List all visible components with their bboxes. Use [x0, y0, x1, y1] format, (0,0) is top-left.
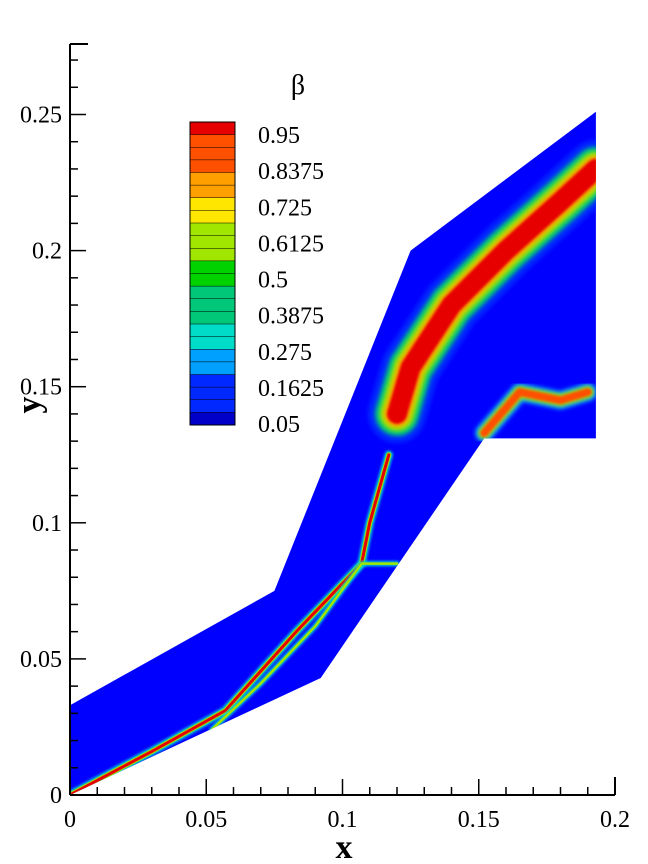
y-tick-label: 0.05 [20, 647, 62, 673]
x-tick-label: 0 [64, 807, 76, 833]
colorbar-band [190, 298, 235, 312]
colorbar-band [190, 248, 235, 262]
colorbar-bands [189, 121, 236, 426]
colorbar-label: 0.275 [258, 340, 312, 366]
colorbar-label: 0.3875 [258, 304, 324, 330]
y-tick-label: 0.25 [20, 103, 62, 129]
colorbar-band [190, 361, 235, 375]
colorbar-label: 0.5 [258, 268, 288, 294]
jet-core-lower-layer-2 [70, 453, 391, 796]
colorbar-band [190, 311, 235, 325]
colorbar-legend: β 0.95 0.8375 0.725 0.6125 0.5 0.3875 0.275 0.1… [189, 70, 324, 438]
colorbar-frame [189, 121, 236, 426]
colorbar-label: 0.95 [258, 123, 300, 149]
colorbar-band [190, 374, 235, 388]
colorbar-band [190, 324, 235, 338]
secondary-branch-layer-1 [210, 562, 399, 731]
colorbar-band [190, 235, 235, 249]
colorbar-title: β [291, 70, 305, 101]
lower-right-cluster-layer-2 [480, 388, 592, 437]
colorbar-labels: 0.95 0.8375 0.725 0.6125 0.5 0.3875 0.275 0.162… [258, 123, 324, 438]
colorbar-band [190, 159, 235, 173]
colorbar-band [190, 172, 235, 186]
plume-upper-layer-4 [387, 158, 596, 424]
y-tick-label: 0.2 [32, 239, 62, 265]
colorbar-band [190, 336, 235, 350]
x-tick-label: 0.2 [600, 807, 630, 833]
x-tick-label: 0.05 [185, 807, 227, 833]
colorbar-label: 0.725 [258, 195, 312, 221]
x-axis-title: x [336, 829, 353, 864]
colorbar-label: 0.6125 [258, 231, 324, 257]
y-tick-label: 0.1 [32, 511, 62, 537]
colorbar-band [190, 223, 235, 237]
colorbar-band [190, 185, 235, 199]
colorbar-band [190, 260, 235, 274]
contour-field [70, 111, 596, 796]
colorbar-band [190, 399, 235, 413]
colorbar-label: 0.05 [258, 412, 300, 438]
colorbar-band [190, 147, 235, 161]
axes: 0 0.05 0.1 0.15 0.2 0 0.05 0.1 0.15 0.2 0.25 x y [11, 43, 630, 864]
y-ticks: 0 0.05 0.1 0.15 0.2 0.25 [20, 59, 86, 809]
colorbar-band [190, 273, 235, 287]
colorbar-label: 0.1625 [258, 376, 324, 402]
x-ticks: 0 0.05 0.1 0.15 0.2 [64, 779, 630, 833]
colorbar-band [190, 349, 235, 363]
colorbar-band [190, 210, 235, 224]
colorbar-band [190, 286, 235, 300]
colorbar-band [190, 387, 235, 401]
x-tick-label: 0.15 [458, 807, 500, 833]
colorbar-band [190, 122, 235, 136]
colorbar-band [190, 197, 235, 211]
y-tick-label: 0 [50, 783, 62, 809]
colorbar-band [190, 412, 235, 426]
x-tick-label: 0.1 [328, 807, 358, 833]
colorbar-label: 0.8375 [258, 159, 324, 185]
colorbar-band [190, 134, 235, 148]
field-features [70, 139, 596, 796]
y-axis-title: y [11, 397, 48, 414]
y-tick-label: 0.15 [20, 375, 62, 401]
